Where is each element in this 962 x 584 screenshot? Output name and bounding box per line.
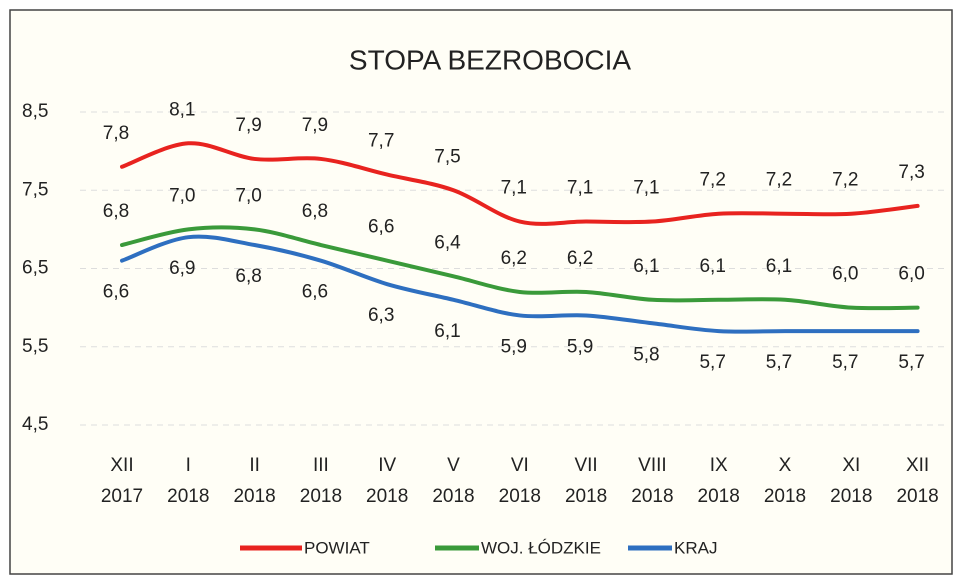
data-label: 6,3 xyxy=(368,305,394,326)
data-label: 7,9 xyxy=(235,115,261,136)
data-label: 6,2 xyxy=(567,248,593,269)
x-tick-label: XI xyxy=(842,455,860,476)
x-tick-label: 2018 xyxy=(896,486,938,507)
data-label: 7,0 xyxy=(235,185,261,206)
y-tick-label: 6,5 xyxy=(22,258,48,279)
data-label: 6,1 xyxy=(434,321,460,342)
data-label: 6,6 xyxy=(368,217,394,238)
x-tick-label: 2018 xyxy=(830,486,872,507)
legend-label: WOJ. ŁÓDZKIE xyxy=(481,538,601,557)
x-tick-label: 2018 xyxy=(233,486,275,507)
data-label: 5,7 xyxy=(699,352,725,373)
x-tick-label: 2017 xyxy=(101,486,143,507)
data-label: 5,9 xyxy=(567,336,593,357)
chart-title: STOPA BEZROBOCIA xyxy=(349,44,631,75)
y-tick-label: 4,5 xyxy=(22,414,48,435)
series-line xyxy=(120,234,920,334)
data-label: 7,5 xyxy=(434,146,460,167)
x-tick-label: 2018 xyxy=(432,486,474,507)
data-label: 6,9 xyxy=(169,258,195,279)
x-tick-label: II xyxy=(249,455,260,476)
data-label: 6,8 xyxy=(302,201,328,222)
data-label: 7,1 xyxy=(567,178,593,199)
data-label: 7,1 xyxy=(633,178,659,199)
data-label: 6,1 xyxy=(633,256,659,277)
series-line xyxy=(120,141,920,226)
chart-frame xyxy=(9,9,953,575)
x-tick-label: XII xyxy=(110,455,133,476)
x-tick-label: VIII xyxy=(638,455,667,476)
data-label: 7,8 xyxy=(103,123,129,144)
y-tick-label: 8,5 xyxy=(22,101,48,122)
data-label: 6,1 xyxy=(766,256,792,277)
x-tick-label: XII xyxy=(906,455,929,476)
x-tick-label: 2018 xyxy=(300,486,342,507)
x-tick-label: 2018 xyxy=(631,486,673,507)
data-label: 7,7 xyxy=(368,131,394,152)
legend-label: POWIAT xyxy=(304,538,370,557)
x-tick-label: 2018 xyxy=(499,486,541,507)
x-tick-label: IX xyxy=(710,455,728,476)
data-label: 6,2 xyxy=(501,248,527,269)
data-label: 7,2 xyxy=(832,170,858,191)
legend-label: KRAJ xyxy=(674,538,717,557)
data-label: 6,8 xyxy=(235,266,261,287)
data-label: 7,2 xyxy=(766,170,792,191)
data-label: 7,2 xyxy=(699,170,725,191)
series-line xyxy=(120,225,920,311)
x-tick-label: III xyxy=(313,455,329,476)
data-label: 7,9 xyxy=(302,115,328,136)
x-tick-label: 2018 xyxy=(698,486,740,507)
x-tick-label: 2018 xyxy=(565,486,607,507)
data-label: 5,7 xyxy=(898,352,924,373)
x-tick-label: 2018 xyxy=(366,486,408,507)
data-label: 6,0 xyxy=(832,264,858,285)
data-label: 6,0 xyxy=(898,264,924,285)
x-tick-label: I xyxy=(186,455,191,476)
data-label: 7,1 xyxy=(501,178,527,199)
y-tick-label: 7,5 xyxy=(22,179,48,200)
data-label: 8,1 xyxy=(169,99,195,120)
y-tick-label: 5,5 xyxy=(22,336,48,357)
data-label: 5,9 xyxy=(501,336,527,357)
x-tick-label: X xyxy=(779,455,792,476)
data-label: 6,1 xyxy=(699,256,725,277)
data-label: 6,8 xyxy=(103,201,129,222)
x-tick-label: 2018 xyxy=(764,486,806,507)
data-label: 6,6 xyxy=(302,282,328,303)
x-tick-label: 2018 xyxy=(167,486,209,507)
x-tick-label: VI xyxy=(511,455,529,476)
data-label: 6,4 xyxy=(434,232,461,253)
x-tick-label: IV xyxy=(378,455,396,476)
data-label: 7,3 xyxy=(898,162,924,183)
x-tick-label: V xyxy=(447,455,460,476)
data-label: 7,0 xyxy=(169,185,195,206)
data-label: 5,7 xyxy=(766,352,792,373)
data-label: 6,6 xyxy=(103,282,129,303)
data-label: 5,7 xyxy=(832,352,858,373)
x-tick-label: VII xyxy=(574,455,597,476)
data-label: 5,8 xyxy=(633,344,659,365)
